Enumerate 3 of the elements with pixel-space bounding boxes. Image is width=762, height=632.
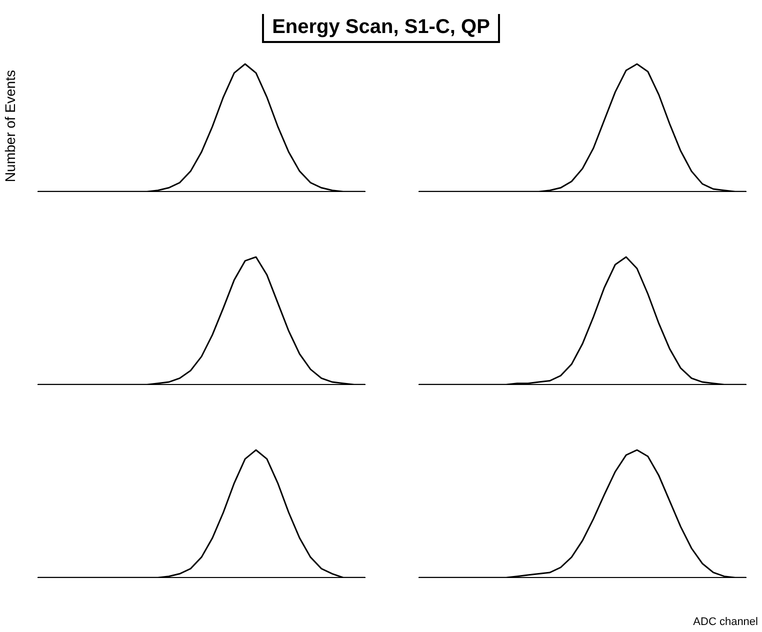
x-axis-title: ADC channel <box>693 616 758 628</box>
text: Energy Scan, S1-C, QP <box>262 14 500 43</box>
y-axis-title: Number of Events <box>2 70 18 182</box>
